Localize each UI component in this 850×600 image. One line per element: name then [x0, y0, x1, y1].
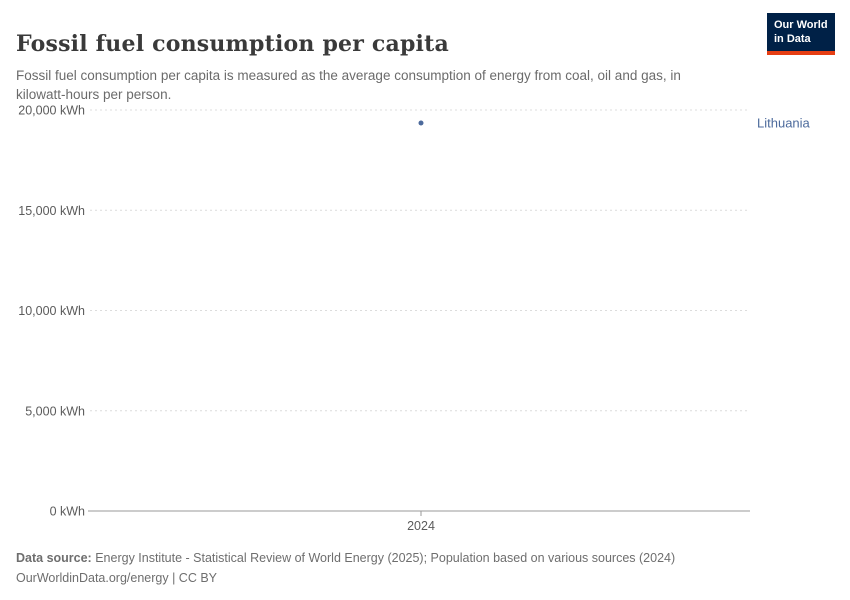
y-tick-label: 20,000 kWh: [18, 104, 85, 118]
data-source-line: Data source: Energy Institute - Statisti…: [16, 548, 675, 568]
license-line: OurWorldinData.org/energy | CC BY: [16, 571, 218, 585]
y-tick-label: 5,000 kWh: [25, 404, 85, 418]
chart-footer: Data source: Energy Institute - Statisti…: [16, 548, 675, 588]
data-source-text: Energy Institute - Statistical Review of…: [91, 551, 676, 565]
owid-logo[interactable]: Our World in Data: [767, 13, 835, 55]
page-title: Fossil fuel consumption per capita: [16, 30, 449, 57]
y-tick-label: 10,000 kWh: [18, 304, 85, 318]
data-source-label: Data source:: [16, 551, 92, 565]
owid-logo-line1: Our World: [774, 19, 828, 31]
entity-label[interactable]: Lithuania: [757, 116, 811, 131]
chart-subtitle: Fossil fuel consumption per capita is me…: [16, 67, 681, 102]
y-tick-label: 15,000 kWh: [18, 204, 85, 218]
chart-plot-area: 0 kWh 5,000 kWh 10,000 kWh 15,000 kWh 20,000…: [18, 104, 811, 534]
y-tick-label: 0 kWh: [50, 505, 85, 519]
x-tick-label: 2024: [407, 519, 435, 533]
data-point[interactable]: [418, 120, 424, 126]
owid-logo-line2: in Data: [774, 33, 811, 46]
